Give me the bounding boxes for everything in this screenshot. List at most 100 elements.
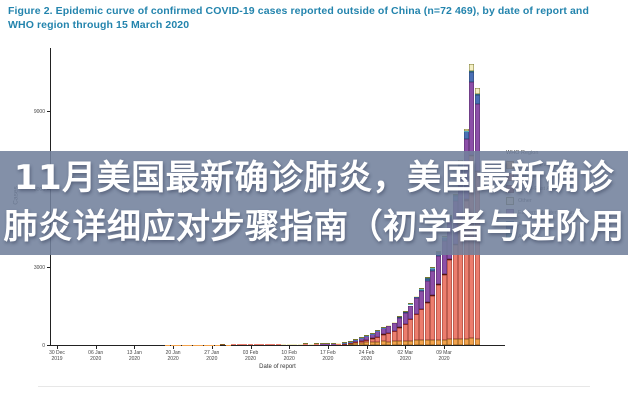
bar-segment bbox=[248, 344, 253, 345]
bar-segment bbox=[391, 321, 397, 323]
x-tick-label: 20 Jan 2020 bbox=[165, 350, 181, 362]
bar-segment bbox=[259, 344, 265, 345]
bar-segment bbox=[430, 295, 436, 341]
bar-segment bbox=[397, 317, 403, 318]
x-tick bbox=[173, 346, 175, 349]
bar-segment bbox=[347, 341, 353, 344]
x-tick-label: 06 Jan 2020 bbox=[88, 350, 104, 362]
x-tick bbox=[57, 346, 58, 349]
x-tick-label: 03 Feb 2020 bbox=[242, 350, 259, 362]
bar-segment bbox=[386, 325, 392, 333]
x-tick-label: 30 Dec 2019 bbox=[49, 350, 65, 362]
bar-segment bbox=[369, 341, 375, 345]
bar-segment bbox=[369, 333, 375, 339]
bar-segment bbox=[336, 344, 342, 345]
bar-segment bbox=[353, 343, 359, 345]
bar-segment bbox=[330, 344, 336, 345]
x-tick-label: 09 Mar 2020 bbox=[436, 350, 452, 362]
bar-segment bbox=[402, 312, 408, 324]
bar-segment bbox=[430, 340, 436, 345]
bar-segment bbox=[413, 298, 419, 314]
bar-segment bbox=[342, 342, 347, 344]
bar-segment bbox=[419, 340, 425, 345]
x-tick bbox=[444, 346, 445, 349]
bar-segment bbox=[458, 221, 464, 339]
bar-segment bbox=[391, 322, 397, 331]
x-tick bbox=[405, 346, 407, 349]
bar-segment bbox=[413, 314, 419, 341]
bar-segment bbox=[474, 104, 480, 171]
bar-segment bbox=[386, 333, 392, 342]
bar-segment bbox=[402, 340, 408, 345]
bar-segment bbox=[402, 324, 408, 341]
x-tick-label: 24 Feb 2020 bbox=[358, 350, 375, 362]
headline-line2: 肺炎详细应对步骤指南（初学者与进阶用 bbox=[3, 207, 625, 247]
bar-segment bbox=[386, 341, 392, 345]
bar-segment bbox=[419, 309, 425, 341]
bar-segment bbox=[281, 344, 287, 345]
bar-segment bbox=[413, 295, 419, 297]
bar-segment bbox=[236, 344, 242, 345]
bar-segment bbox=[391, 330, 397, 342]
bar-segment bbox=[430, 267, 436, 268]
bar-segment bbox=[375, 336, 381, 342]
bar-segment bbox=[447, 339, 453, 345]
bar-segment bbox=[413, 296, 419, 299]
x-tick-label: 17 Feb 2020 bbox=[320, 350, 336, 362]
bar-segment bbox=[436, 285, 441, 340]
bar-segment bbox=[397, 316, 403, 318]
bar-segment bbox=[469, 72, 475, 82]
bar-segment bbox=[325, 344, 331, 345]
bar-segment bbox=[303, 344, 309, 345]
bar-segment bbox=[441, 274, 447, 340]
bar-segment bbox=[402, 311, 408, 313]
bar-segment bbox=[447, 259, 453, 340]
x-axis-line bbox=[50, 345, 505, 346]
bottom-divider bbox=[38, 386, 590, 387]
bar-segment bbox=[330, 342, 336, 344]
bar-segment bbox=[347, 343, 353, 345]
x-tick-label: 13 Jan 2020 bbox=[126, 350, 142, 362]
x-tick bbox=[250, 346, 252, 349]
bar-segment bbox=[408, 318, 414, 320]
bar-segment bbox=[463, 131, 469, 140]
bar-segment bbox=[375, 330, 381, 331]
bar-segment bbox=[342, 341, 347, 343]
bar-segment bbox=[469, 81, 475, 155]
bar-segment bbox=[424, 277, 430, 279]
bar-segment bbox=[369, 338, 375, 342]
figure-title-line1: Figure 2. Epidemic curve of confirmed CO… bbox=[8, 5, 589, 17]
bar-segment bbox=[319, 344, 325, 345]
bar-segment bbox=[347, 343, 353, 344]
bar-segment bbox=[441, 241, 447, 274]
bar-segment bbox=[391, 322, 397, 323]
bar-segment bbox=[474, 172, 480, 339]
bar-segment bbox=[364, 339, 370, 343]
x-tick-label: 10 Feb 2020 bbox=[281, 350, 297, 362]
figure-title-line2: WHO region through 15 March 2020 bbox=[8, 18, 190, 31]
bar-segment bbox=[264, 344, 270, 345]
bar-segment bbox=[380, 328, 386, 335]
bar-segment bbox=[319, 343, 325, 344]
bar-segment bbox=[419, 308, 425, 310]
bar-segment bbox=[325, 343, 331, 344]
bar-segment bbox=[408, 340, 414, 345]
y-tick-label: 0 bbox=[42, 342, 45, 349]
x-tick bbox=[366, 346, 368, 349]
bar-segment bbox=[369, 333, 375, 334]
bar-segment bbox=[397, 341, 403, 345]
bar-segment bbox=[358, 341, 364, 343]
bar-segment bbox=[419, 290, 425, 309]
bar-segment bbox=[397, 317, 403, 328]
x-tick bbox=[327, 346, 329, 349]
bar-segment bbox=[275, 344, 281, 345]
bar-segment bbox=[441, 273, 447, 275]
bar-segment bbox=[463, 130, 469, 132]
bar-segment bbox=[242, 344, 248, 345]
bar-segment bbox=[314, 344, 320, 345]
bar-segment bbox=[336, 342, 342, 344]
bar-segment bbox=[408, 303, 414, 305]
bar-segment bbox=[286, 344, 292, 345]
headline-overlay-banner: 11月美国最新确诊肺炎，美国最新确诊 肺炎详细应对步骤指南（初学者与进阶用 bbox=[0, 151, 628, 255]
bar-segment bbox=[375, 331, 381, 337]
